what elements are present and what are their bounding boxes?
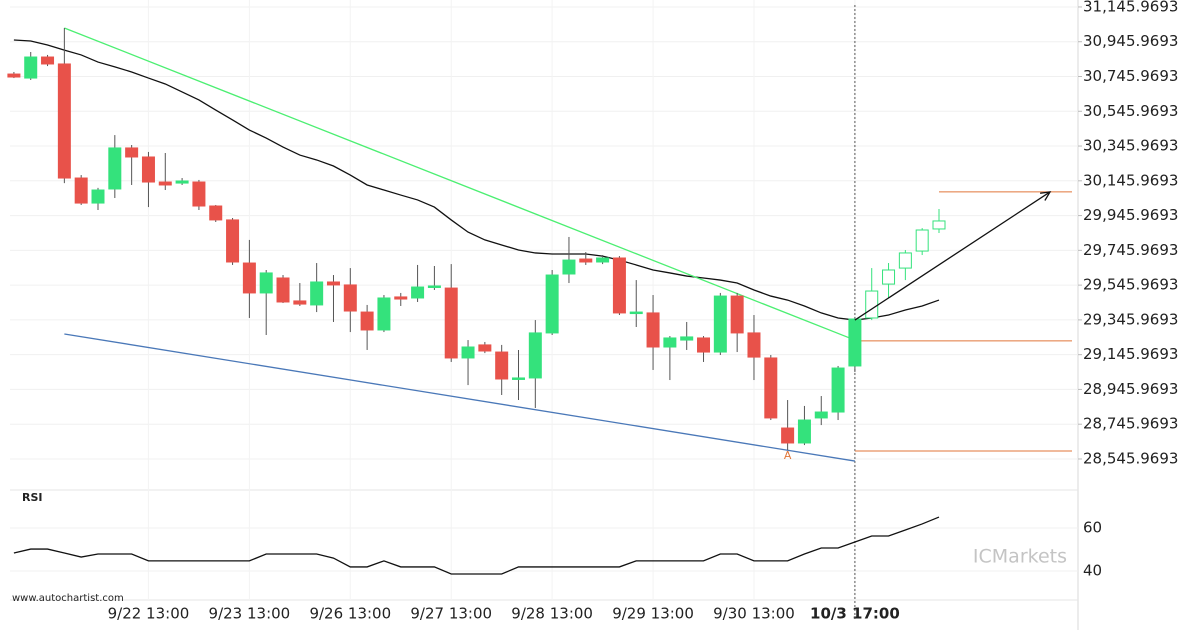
candle-body: [343, 284, 357, 312]
candle-body: [158, 181, 172, 186]
candle-body: [108, 147, 122, 190]
candle-body: [242, 262, 256, 294]
candle-body: [612, 257, 626, 314]
candle-body: [814, 411, 828, 419]
candle-body: [427, 285, 441, 288]
candle-body: [411, 286, 425, 299]
source: www.autochartist.com: [12, 593, 124, 604]
pattern-label: A: [784, 449, 792, 462]
candle-body: [730, 295, 744, 334]
candle-body: [259, 272, 273, 294]
moving-average: [13, 39, 940, 321]
candle-body: [226, 219, 240, 263]
candle-body: [495, 351, 509, 380]
candle-body: [293, 300, 307, 305]
trendline: [64, 333, 856, 462]
candle-body: [141, 156, 155, 183]
candle-body: [57, 63, 71, 179]
candle-body: [444, 287, 458, 359]
candle-body: [24, 56, 38, 79]
y-tick-label: 29,545.9693: [1083, 276, 1178, 294]
candle-body: [377, 297, 391, 331]
candle-body: [276, 277, 290, 303]
candle-body: [209, 205, 223, 221]
candle-body: [898, 252, 912, 269]
candle-body: [310, 281, 324, 306]
candle-body: [646, 312, 660, 348]
candle-body: [663, 337, 677, 348]
candle-body: [91, 189, 105, 204]
x-tick-label: 9/30 13:00: [713, 605, 795, 623]
rsi-title: RSI: [22, 491, 43, 504]
y-tick-label: 30,745.9693: [1083, 67, 1178, 85]
candle-body: [512, 377, 525, 380]
y-tick-label: 30,345.9693: [1083, 137, 1178, 155]
candle-body: [848, 318, 862, 367]
candle-body: [713, 295, 727, 353]
x-tick-label: 9/28 13:00: [511, 605, 593, 623]
y-tick-label: 31,145.9693: [1083, 0, 1178, 15]
y-tick-label: 30,145.9693: [1083, 171, 1178, 189]
x-tick-label: 9/29 13:00: [612, 605, 694, 623]
rsi-line: [13, 516, 940, 575]
candle-body: [629, 311, 643, 315]
candle-body: [882, 269, 896, 285]
candle-body: [461, 346, 475, 359]
candle-body: [562, 259, 576, 275]
candle-body: [764, 357, 778, 419]
candle-body: [932, 220, 946, 230]
candle-body: [680, 336, 694, 341]
x-tick-label: 9/27 13:00: [410, 605, 492, 623]
candle-body: [579, 258, 593, 263]
trendline: [64, 27, 856, 341]
rsi-tick-label: 60: [1083, 519, 1102, 537]
candle-body: [596, 257, 610, 263]
arrow-head: [1040, 191, 1052, 201]
rsi-tick-label: 40: [1083, 561, 1102, 579]
watermark: ICMarkets: [973, 546, 1067, 568]
candle-body: [125, 147, 139, 158]
candle-body: [360, 311, 374, 331]
y-tick-label: 29,945.9693: [1083, 206, 1178, 224]
y-tick-label: 28,945.9693: [1083, 380, 1178, 398]
candle-body: [747, 332, 761, 358]
x-tick-label: 9/23 13:00: [209, 605, 291, 623]
candle-body: [797, 419, 811, 444]
y-tick-label: 30,945.9693: [1083, 32, 1178, 50]
candle-body: [528, 332, 542, 379]
y-tick-label: 28,545.9693: [1083, 449, 1178, 467]
candle-body: [192, 181, 206, 207]
candle-body: [394, 296, 408, 300]
candle-body: [915, 229, 929, 252]
candle-body: [41, 56, 55, 65]
y-tick-label: 30,545.9693: [1083, 102, 1178, 120]
candle-body: [326, 281, 340, 286]
y-tick-label: 29,745.9693: [1083, 241, 1178, 259]
candle-body: [545, 274, 559, 334]
candle-body: [74, 177, 88, 204]
candle-body: [781, 427, 795, 444]
forecast-arrow: [854, 191, 1051, 321]
y-tick-label: 29,345.9693: [1083, 310, 1178, 328]
candle-body: [478, 344, 492, 352]
candle-body: [831, 367, 845, 413]
x-tick-label: 9/22 13:00: [108, 605, 190, 623]
x-tick-label: 9/26 13:00: [309, 605, 391, 623]
candle-body: [175, 180, 189, 184]
y-tick-label: 28,745.9693: [1083, 415, 1178, 433]
y-tick-label: 29,145.9693: [1083, 345, 1178, 363]
candle-body: [697, 337, 711, 353]
candle-body: [865, 290, 879, 319]
candle-body: [7, 73, 21, 78]
